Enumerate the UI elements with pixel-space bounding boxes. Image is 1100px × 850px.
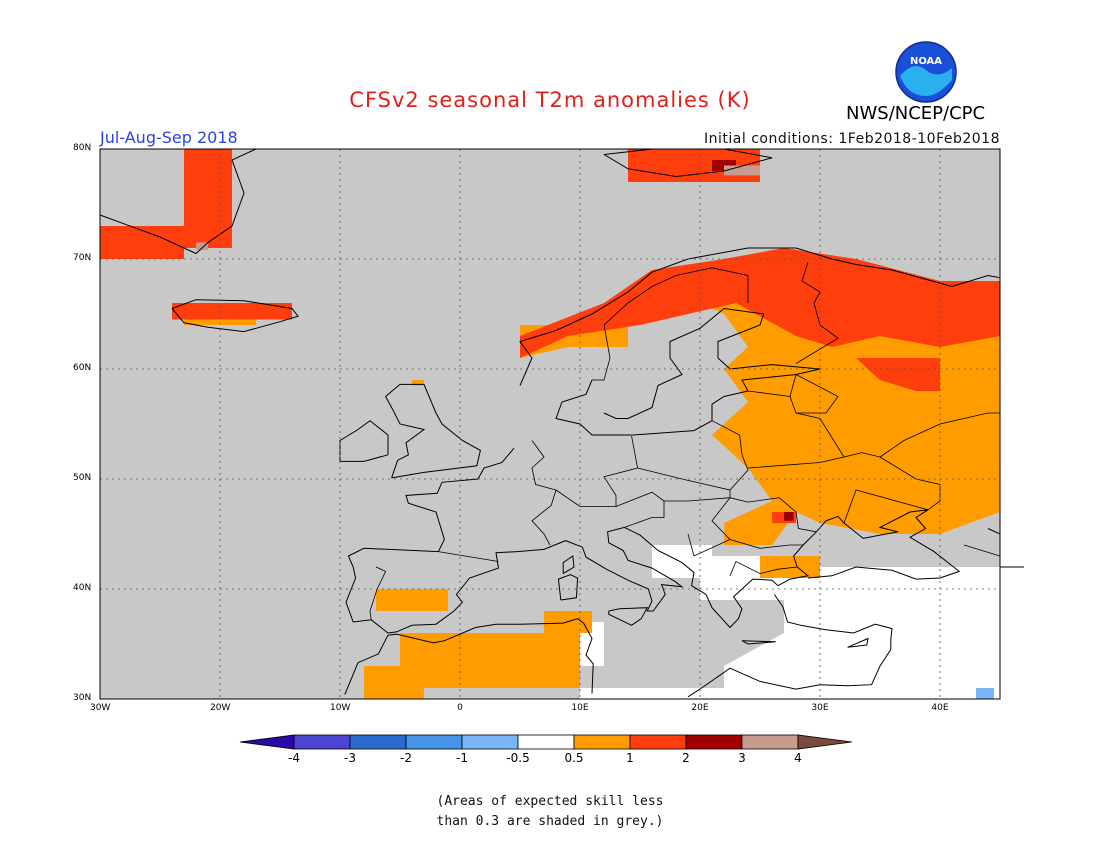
legend-swatch	[293, 734, 351, 750]
coastline	[557, 574, 579, 601]
legend-swatch	[461, 734, 519, 750]
anomaly-region-white	[652, 545, 712, 578]
legend-tick-label: -3	[344, 751, 356, 765]
country-border	[795, 262, 839, 364]
country-border	[664, 490, 731, 502]
latitude-label: 70N	[73, 253, 92, 263]
temperature-anomaly-map	[99, 148, 1024, 700]
country-border	[687, 533, 731, 557]
longitude-label: 20E	[691, 703, 709, 713]
map-frame	[99, 148, 1001, 700]
country-border	[795, 374, 839, 414]
anomaly-region-c05-1	[400, 633, 580, 688]
legend-arrow-high	[797, 734, 853, 750]
anomaly-region-neg05-1	[976, 688, 994, 699]
country-border	[879, 412, 1000, 458]
country-border	[963, 544, 1001, 557]
anomaly-region-white	[580, 688, 796, 699]
anomaly-region-c1-2	[100, 226, 184, 259]
footnote-line-1: (Areas of expected skill less	[436, 794, 664, 809]
anomaly-region-c2-3	[784, 512, 794, 521]
coastline	[847, 637, 869, 648]
anomaly-region-c3-4	[196, 242, 208, 251]
legend-tick-label: -4	[288, 751, 300, 765]
latitude-label: 80N	[73, 143, 92, 153]
coastline	[519, 247, 1001, 386]
latitude-label: 40N	[73, 583, 92, 593]
legend-tick-label: -1	[456, 751, 468, 765]
country-border	[615, 491, 665, 528]
country-border	[729, 497, 817, 533]
country-border	[438, 551, 499, 562]
noaa-logo-icon: NOAA	[895, 41, 957, 103]
latitude-label: 60N	[73, 363, 92, 373]
legend-swatch	[573, 734, 631, 750]
legend-swatch	[685, 734, 743, 750]
color-legend-bar	[239, 734, 853, 750]
anomaly-region-c05-1	[364, 666, 424, 699]
longitude-label: 30E	[811, 703, 829, 713]
legend-arrow-low	[239, 734, 295, 750]
country-border	[592, 267, 749, 381]
coastline	[562, 555, 575, 575]
longitude-label: 30W	[90, 703, 111, 713]
country-border	[711, 497, 804, 549]
legend-swatch	[629, 734, 687, 750]
initial-conditions-label: Initial conditions: 1Feb2018-10Feb2018	[704, 131, 1000, 147]
longitude-label: 20W	[210, 703, 231, 713]
coastline	[741, 640, 776, 645]
longitude-label: 40E	[931, 703, 949, 713]
legend-tick-label: 0.5	[564, 751, 584, 765]
anomaly-region-c05-1	[760, 556, 820, 578]
longitude-label: 10W	[330, 703, 351, 713]
coastline	[345, 447, 961, 634]
anomaly-region-c3-4	[724, 165, 760, 176]
latitude-label: 30N	[73, 693, 92, 703]
legend-tick-label: -2	[400, 751, 412, 765]
anomaly-region-c1-2	[520, 248, 1000, 358]
anomaly-region-white	[724, 567, 1000, 699]
country-border	[747, 390, 941, 511]
longitude-label: 0	[457, 703, 463, 713]
coastline	[608, 607, 649, 626]
anomaly-cells	[100, 149, 1000, 699]
coastline	[344, 618, 594, 695]
chart-title: CFSv2 seasonal T2m anomalies (K)	[349, 88, 751, 112]
legend-swatch	[405, 734, 463, 750]
legend-swatch	[349, 734, 407, 750]
anomaly-region-c05-1	[376, 589, 448, 611]
country-border	[789, 374, 797, 397]
coastline	[339, 420, 389, 462]
graticule	[100, 149, 1000, 699]
latitude-label: 50N	[73, 473, 92, 483]
footnote-line-2: than 0.3 are shaded in grey.)	[436, 814, 664, 829]
anomaly-region-c1-2	[172, 303, 292, 320]
skill-footnote: (Areas of expected skill less than 0.3 a…	[0, 792, 1100, 832]
legend-tick-label: 1	[626, 751, 634, 765]
noaa-logo-text: NOAA	[910, 56, 942, 67]
coastline	[555, 307, 821, 436]
country-border	[843, 489, 929, 524]
country-border	[729, 560, 798, 576]
coastline	[687, 594, 893, 698]
legend-tick-label: 4	[794, 751, 802, 765]
agency-label: NWS/NCEP/CPC	[846, 103, 986, 124]
anomaly-region-c1-2	[856, 358, 940, 391]
legend-tick-label: 2	[682, 751, 690, 765]
land-outlines	[99, 148, 1024, 698]
legend-tick-label: -0.5	[506, 751, 530, 765]
legend-swatch	[517, 734, 575, 750]
legend-tick-label: 3	[738, 751, 746, 765]
season-label: Jul-Aug-Sep 2018	[100, 128, 238, 147]
legend-swatch	[741, 734, 799, 750]
anomaly-region-c1-2	[184, 149, 232, 248]
coastline	[384, 383, 481, 479]
longitude-label: 10E	[571, 703, 589, 713]
